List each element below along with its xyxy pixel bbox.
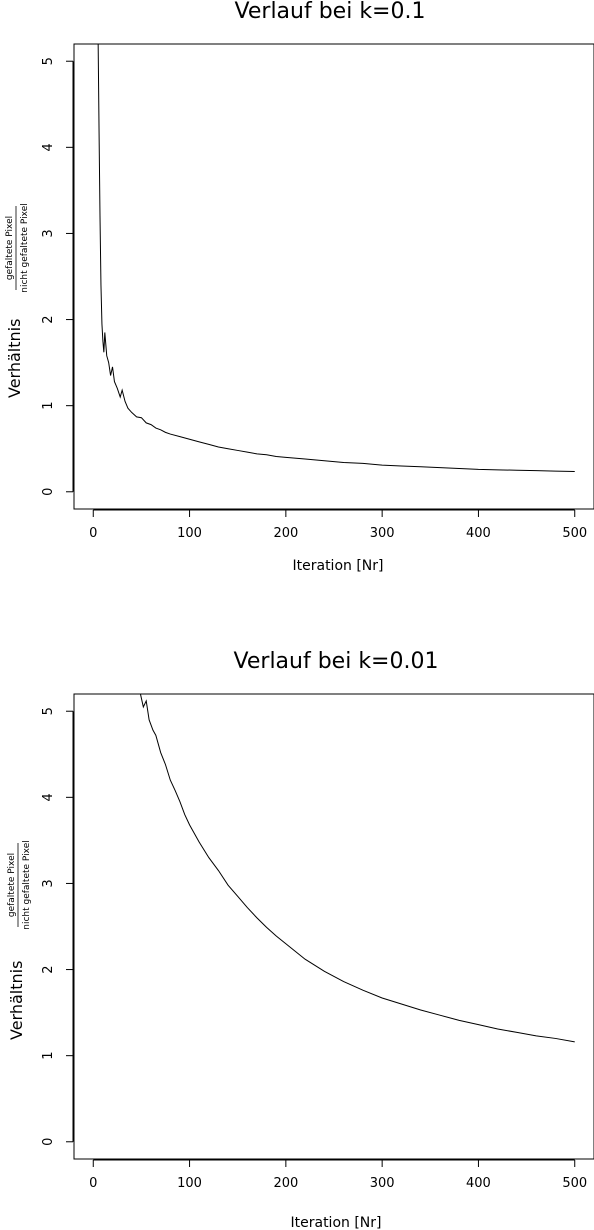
chart-2-x-axis-label: Iteration [Nr] xyxy=(291,1215,382,1230)
chart-1-x-tick-label: 200 xyxy=(273,526,298,541)
chart-1-x-tick-label: 400 xyxy=(466,526,491,541)
chart-1-y-tick-label: 5 xyxy=(41,57,56,65)
chart-2: Verlauf bei k=0.01 0 100 200 300 400 500 0 1 2 3… xyxy=(7,649,594,1230)
chart-2-series-line xyxy=(139,694,575,1043)
chart-1-x-axis-label: Iteration [Nr] xyxy=(293,558,384,574)
chart-1-y-tick-label: 2 xyxy=(41,315,56,323)
chart-1-x-tick-label: 500 xyxy=(562,526,587,541)
chart-2-y-tick-label: 3 xyxy=(41,879,56,887)
chart-1-y-tick-label: 4 xyxy=(41,143,56,151)
chart-1-y-tick-label: 3 xyxy=(41,229,56,237)
chart-2-x-tick-label: 500 xyxy=(562,1176,587,1191)
chart-1-y-ticks: 0 1 2 3 4 5 xyxy=(41,57,74,496)
chart-2-y-tick-label: 0 xyxy=(41,1138,56,1146)
chart-2-x-ticks: 0 100 200 300 400 500 xyxy=(89,1159,587,1191)
chart-2-x-tick-label: 400 xyxy=(466,1176,491,1191)
chart-2-title: Verlauf bei k=0.01 xyxy=(234,649,439,674)
chart-1: Verlauf bei k=0.1 0 100 200 300 400 500 0 1 2 3 4… xyxy=(5,0,594,574)
chart-2-y-tick-label: 5 xyxy=(41,707,56,715)
chart-1-x-tick-label: 100 xyxy=(177,526,202,541)
chart-2-y-axis-fraction-denominator: nicht gefaltete Pixel xyxy=(22,840,32,930)
chart-2-plot-frame xyxy=(73,693,594,1160)
chart-2-y-axis-fraction-numerator: gefaltete Pixel xyxy=(7,853,17,917)
chart-1-plot-frame xyxy=(73,43,594,510)
chart-1-y-tick-label: 1 xyxy=(41,402,56,410)
chart-2-y-ticks: 0 1 2 3 4 5 xyxy=(41,707,74,1146)
chart-2-x-tick-label: 0 xyxy=(89,1176,97,1191)
chart-1-x-ticks: 0 100 200 300 400 500 xyxy=(89,509,587,541)
chart-2-y-axis-label-text: Verhältnis xyxy=(7,961,26,1040)
chart-1-y-axis-label-text: Verhältnis xyxy=(5,319,24,398)
chart-2-y-tick-label: 1 xyxy=(41,1052,56,1060)
chart-1-series-line xyxy=(97,44,575,473)
chart-1-x-tick-label: 300 xyxy=(370,526,395,541)
chart-1-y-axis-fraction-numerator: gefaltete Pixel xyxy=(5,216,15,280)
chart-2-y-tick-label: 2 xyxy=(41,965,56,973)
chart-1-y-tick-label: 0 xyxy=(41,488,56,496)
chart-2-y-tick-label: 4 xyxy=(41,793,56,801)
chart-2-x-tick-label: 300 xyxy=(370,1176,395,1191)
chart-1-x-tick-label: 0 xyxy=(89,526,97,541)
chart-1-y-axis-fraction-denominator: nicht gefaltete Pixel xyxy=(20,203,30,293)
chart-2-x-tick-label: 200 xyxy=(273,1176,298,1191)
chart-1-y-axis-label: Verhältnis gefaltete Pixel nicht gefalte… xyxy=(5,203,30,398)
chart-2-x-tick-label: 100 xyxy=(177,1176,202,1191)
chart-1-title: Verlauf bei k=0.1 xyxy=(235,0,426,24)
chart-2-y-axis-label: Verhältnis gefaltete Pixel nicht gefalte… xyxy=(7,840,32,1040)
